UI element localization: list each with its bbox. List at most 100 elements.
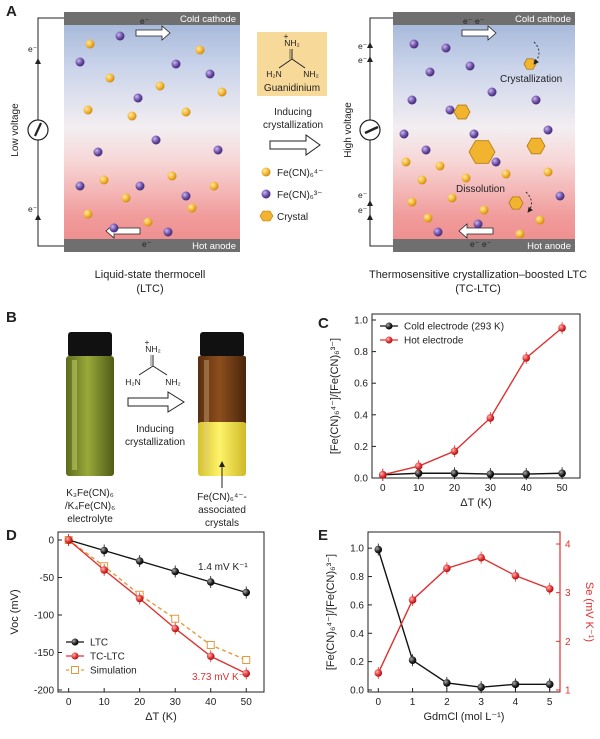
guanidinium-box bbox=[257, 32, 327, 96]
data-point bbox=[206, 578, 215, 586]
series-line-2 bbox=[68, 539, 247, 661]
plot-frame bbox=[57, 531, 265, 693]
x-tick-label: 20 bbox=[449, 483, 461, 494]
fe3-ion-icon bbox=[487, 87, 497, 97]
x-tick-label: 5 bbox=[547, 697, 553, 708]
ltc-top-electron-label: e⁻ bbox=[140, 16, 149, 26]
legend-label: Cold electrode (293 K) bbox=[404, 322, 504, 333]
data-point bbox=[477, 683, 485, 691]
guanidinium-nh2-right: NH₂ bbox=[303, 69, 319, 79]
y-right-tick-label: 3 bbox=[565, 588, 571, 599]
panel-a-letter: A bbox=[6, 3, 17, 20]
y-tick-label: 0.0 bbox=[354, 474, 368, 485]
fe3-ion-icon bbox=[491, 157, 501, 167]
panel-a-center: NH₂ + H₂N NH₂ Guanidinium Inducing cryst… bbox=[257, 31, 327, 223]
low-voltage-label: Low voltage bbox=[10, 103, 21, 157]
ltc-electrolyte bbox=[64, 14, 240, 252]
tc-ltc-abbr: (TC-LTC) bbox=[455, 283, 501, 295]
data-point bbox=[242, 588, 251, 597]
panel-b-arrow-icon bbox=[127, 391, 185, 413]
data-point bbox=[100, 566, 108, 574]
panel-b-letter: B bbox=[6, 309, 17, 326]
guanidinium-b-bond bbox=[138, 365, 154, 376]
crystallization-note: Crystallization bbox=[500, 74, 562, 85]
fe4-ion-icon bbox=[535, 215, 545, 225]
fe4-ion-icon bbox=[121, 193, 131, 203]
panel-d-letter: D bbox=[6, 527, 17, 544]
chart-d: D 0 10 20 30 40 50 0 -50 -100 -150 -200 ΔT (K) Voc (m… bbox=[6, 527, 265, 723]
vial-cap bbox=[200, 332, 244, 357]
data-point bbox=[374, 545, 383, 554]
data-point bbox=[450, 469, 459, 478]
legend-marker bbox=[385, 322, 393, 330]
fe4-ion-icon bbox=[83, 105, 93, 115]
vial-highlight bbox=[204, 360, 209, 470]
legend-crystal-icon bbox=[259, 210, 274, 222]
crystal-icon bbox=[468, 140, 496, 164]
fe3-ion-icon bbox=[409, 39, 419, 49]
fe3-ion-icon bbox=[465, 61, 475, 71]
y-tick-label: 1.0 bbox=[350, 544, 364, 555]
data-point bbox=[558, 469, 566, 478]
fe3-ion-icon bbox=[163, 227, 173, 237]
y-tick-label: 0.2 bbox=[350, 657, 364, 668]
y-axis-label: [Fe(CN)₆⁴⁻]/[Fe(CN)₆³⁻] bbox=[325, 554, 337, 670]
data-point bbox=[242, 669, 251, 678]
vial-highlight bbox=[72, 360, 77, 470]
ltc-title: Liquid-state thermocell bbox=[95, 269, 206, 281]
plot-frame bbox=[371, 313, 581, 479]
fe3-ion-icon bbox=[433, 227, 443, 237]
series-line-0 bbox=[68, 539, 247, 594]
y-tick-label: 0.0 bbox=[350, 686, 364, 697]
data-point bbox=[135, 594, 144, 603]
y-tick-label: 0.4 bbox=[354, 410, 368, 421]
fe4-ion-icon bbox=[99, 175, 109, 185]
ltc-voltmeter-needle-icon bbox=[34, 122, 42, 137]
x-tick-label: 0 bbox=[376, 697, 382, 708]
ltc-cold-cathode bbox=[64, 12, 240, 25]
tc-bottom-electron-label: e⁻ bbox=[482, 239, 491, 249]
fe3-ion-icon bbox=[445, 105, 455, 115]
legend-fe3-icon bbox=[261, 189, 271, 199]
fe4-ion-icon bbox=[447, 193, 457, 203]
guanidinium-h2n: H₂N bbox=[266, 69, 282, 79]
x-tick-label: 20 bbox=[134, 697, 146, 708]
data-point bbox=[408, 656, 417, 665]
legend-fe4-icon bbox=[261, 167, 271, 177]
data-point bbox=[414, 469, 423, 478]
fe4-ion-icon bbox=[407, 197, 417, 207]
tc-bottom-flow-arrow-icon bbox=[458, 223, 494, 239]
x-tick-label: 0 bbox=[66, 697, 72, 708]
guanidinium-b-plus: + bbox=[145, 337, 150, 347]
data-point bbox=[486, 414, 495, 422]
electrolyte-vial bbox=[66, 332, 114, 476]
vial-liquid bbox=[66, 356, 114, 476]
fe3-ion-icon bbox=[93, 147, 103, 157]
data-point bbox=[522, 354, 531, 362]
legend-fe4-label: Fe(CN)₆⁴⁻ bbox=[277, 168, 323, 179]
x-tick-label: 0 bbox=[380, 483, 386, 494]
tc-wire-arrow-icon bbox=[367, 214, 373, 220]
vial-cap bbox=[68, 332, 112, 357]
y-tick-label: 0.8 bbox=[350, 572, 364, 583]
panel-b-inducing: Inducing bbox=[136, 424, 174, 435]
x-tick-label: 40 bbox=[205, 697, 217, 708]
crystal-vial bbox=[198, 332, 246, 476]
data-point bbox=[100, 546, 108, 555]
fe4-ion-icon bbox=[167, 171, 177, 181]
fe3-ion-icon bbox=[531, 95, 541, 105]
fe4-ion-icon bbox=[181, 107, 191, 117]
legend-crystal-label: Crystal bbox=[277, 212, 308, 223]
data-point bbox=[443, 679, 451, 687]
tc-cold-cathode-label: Cold cathode bbox=[515, 14, 571, 25]
guanidinium-bond bbox=[278, 58, 293, 69]
data-point bbox=[171, 567, 180, 576]
x-tick-label: 30 bbox=[170, 697, 182, 708]
legend-marker bbox=[385, 336, 393, 344]
series-line-1 bbox=[382, 327, 563, 476]
electrolyte-caption-1: K₃Fe(CN)₆ bbox=[66, 488, 114, 499]
fe3-ion-icon bbox=[441, 43, 451, 53]
y-tick-label: 0.8 bbox=[354, 347, 368, 358]
data-point bbox=[522, 470, 531, 478]
y-tick-label: -100 bbox=[34, 611, 54, 622]
